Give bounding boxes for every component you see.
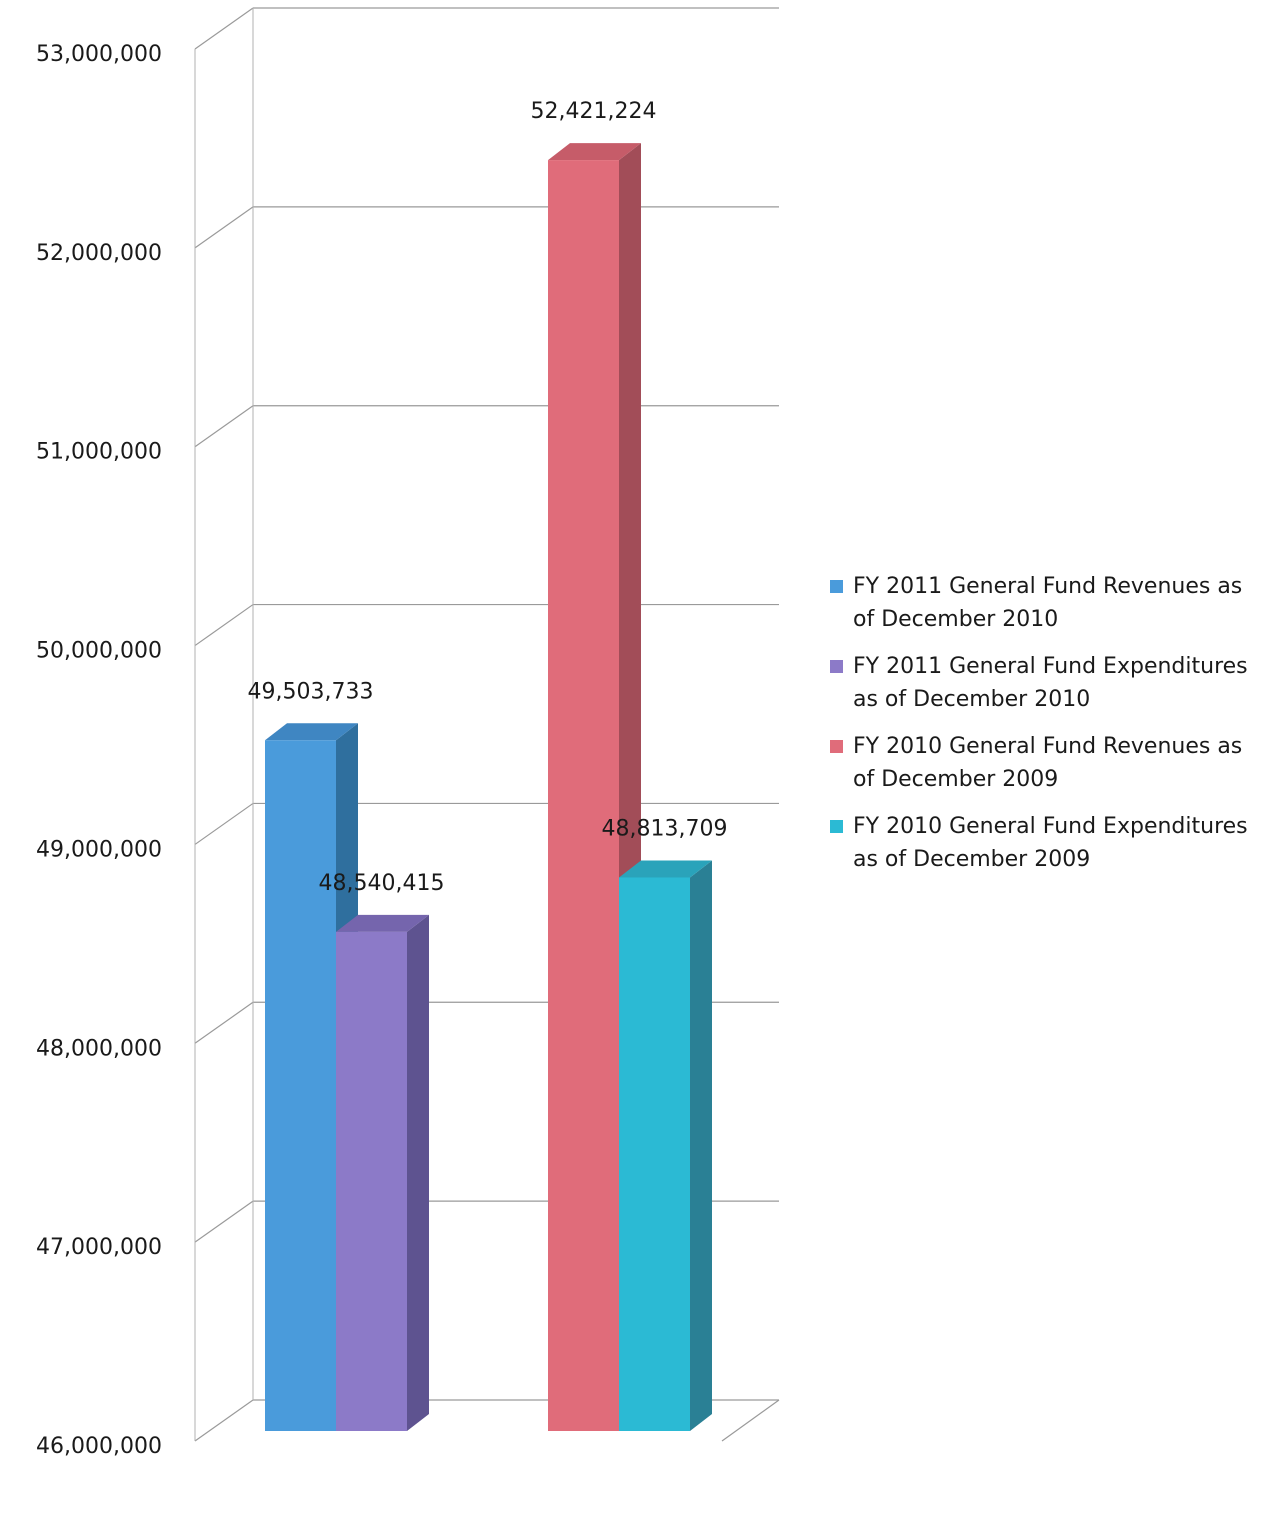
bar [548,160,619,1431]
gridline-depth [194,206,254,249]
legend-label: FY 2010 General Fund Revenues as of Dece… [853,734,1243,792]
y-tick-label: 50,000,000 [36,639,162,664]
gridline-depth [194,1200,254,1243]
legend-item: FY 2011 General Fund Revenues as of Dece… [830,570,1260,636]
y-tick-label: 46,000,000 [36,1434,162,1459]
legend-swatch [830,820,843,833]
gridline-depth [194,1399,254,1442]
y-tick-label: 47,000,000 [36,1235,162,1260]
bar-side [407,914,429,1431]
y-tick-label: 48,000,000 [36,1036,162,1061]
y-tick-label: 49,000,000 [36,837,162,862]
y-axis: 46,000,000 47,000,000 48,000,000 49,000,000… [36,42,162,1459]
legend-swatch [830,580,843,593]
legend-label: FY 2010 General Fund Expenditures as of … [853,814,1248,872]
bar [619,877,690,1431]
gridline-depth [194,1001,254,1044]
legend-label: FY 2011 General Fund Revenues as of Dece… [853,574,1243,632]
gridline-depth [194,604,254,647]
gridline-depth [194,405,254,448]
y-tick-label: 53,000,000 [36,42,162,67]
legend-label: FY 2011 General Fund Expenditures as of … [853,654,1248,712]
legend-swatch [830,660,843,673]
gridline-depth [194,802,254,845]
bars [265,143,712,1431]
data-label: 49,503,733 [248,679,374,704]
bar [336,931,407,1431]
y-tick-label: 51,000,000 [36,440,162,465]
legend-item: FY 2010 General Fund Revenues as of Dece… [830,730,1260,796]
legend: FY 2011 General Fund Revenues as of Dece… [830,570,1260,890]
bar-side [690,860,712,1431]
bar-top [619,860,712,878]
data-label: 48,540,415 [319,871,445,896]
floor-edge [721,1399,780,1442]
data-label: 52,421,224 [531,99,657,124]
y-tick-label: 52,000,000 [36,241,162,266]
gridlines [194,7,780,1442]
legend-item: FY 2011 General Fund Expenditures as of … [830,650,1260,716]
legend-item: FY 2010 General Fund Expenditures as of … [830,810,1260,876]
data-label: 48,813,709 [602,816,728,841]
bar-top [336,914,429,932]
bar [265,740,336,1431]
bar-top [265,723,358,741]
data-labels: 49,503,733 48,540,415 52,421,224 48,813,709 [248,99,728,896]
gridline-depth [194,7,254,50]
legend-swatch [830,740,843,753]
bar-top [548,143,641,161]
